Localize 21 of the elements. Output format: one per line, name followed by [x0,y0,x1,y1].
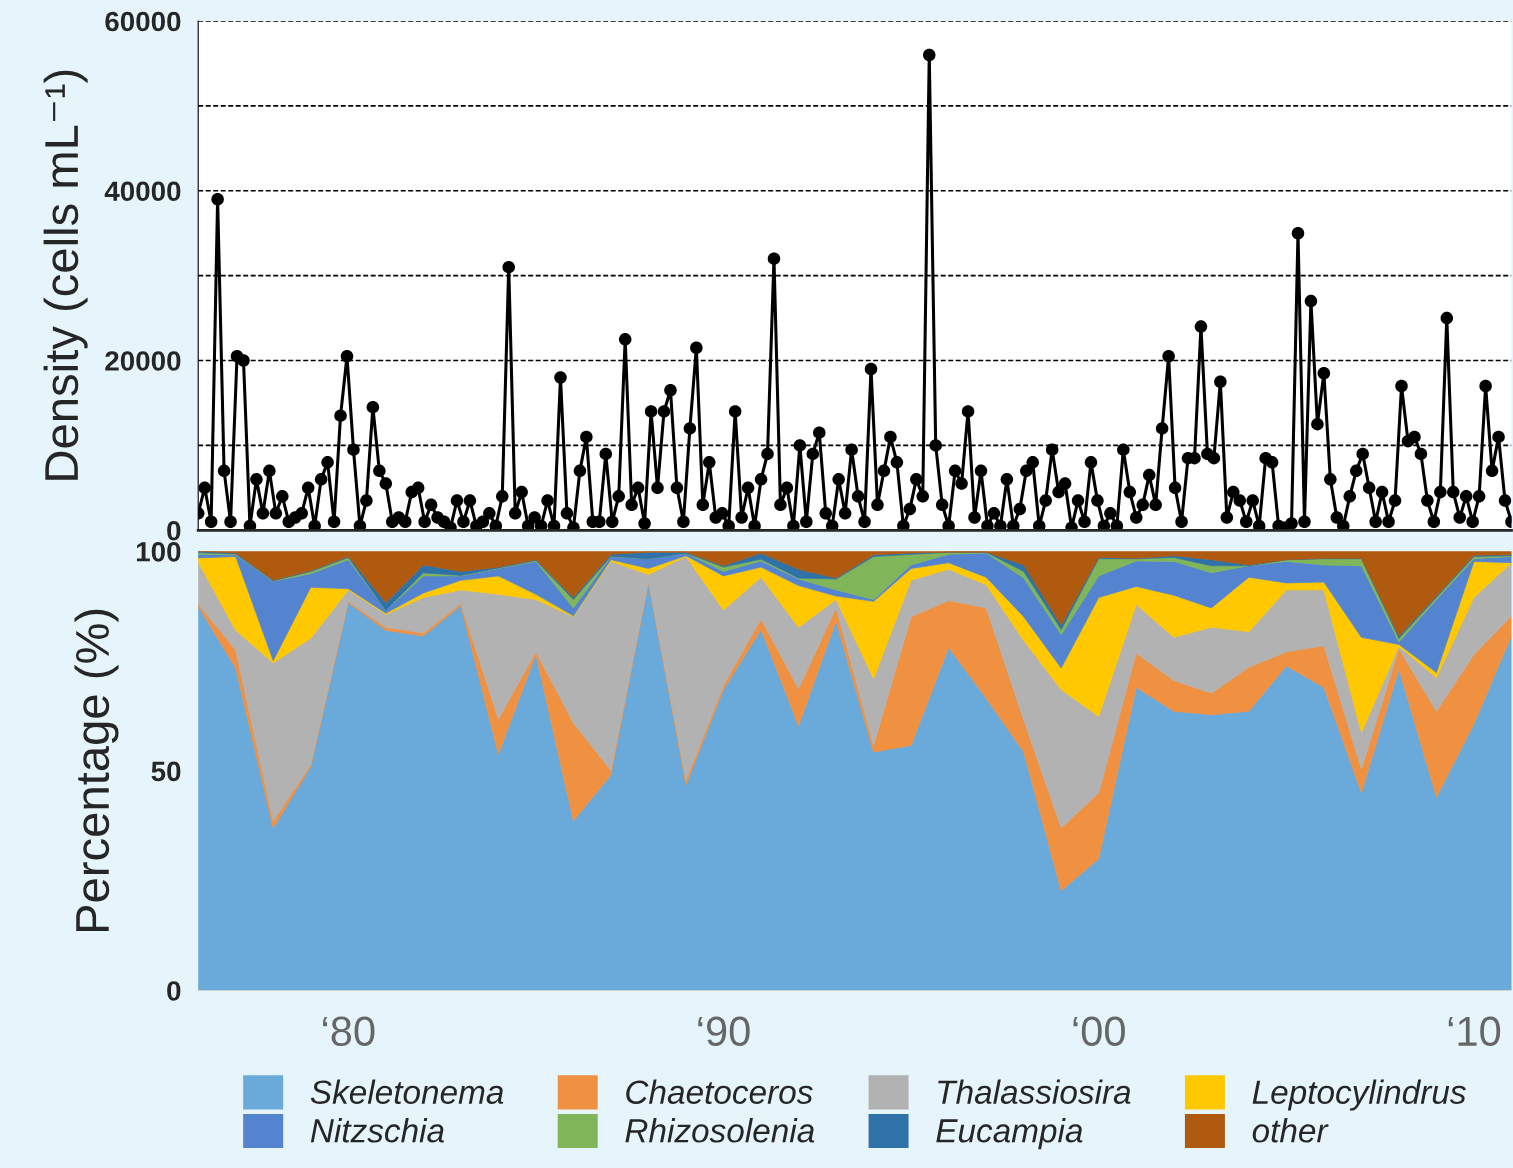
y-tick-label: 60000 [105,11,181,32]
y-tick-label: 50 [151,761,181,782]
legend-label: Eucampia [936,1118,1083,1150]
legend-label: Leptocylindrus [1252,1079,1466,1111]
x-tick-label: ‘00 [1073,1016,1125,1047]
y-tick-label: 20000 [105,351,181,371]
legend-label: Nitzschia [310,1118,444,1143]
x-tick-label: ‘10 [1448,1016,1501,1047]
y-tick-label: 100 [136,541,181,562]
y-tick-label: 0 [167,981,181,1001]
legend-label: Chaetoceros [626,1079,813,1105]
legend-label: Thalassiosira [938,1079,1131,1105]
y-axis-title: Percentage (%) [74,609,119,932]
legend-label: other [1252,1118,1329,1143]
legend-label: Skeletonema [310,1079,504,1105]
x-tick-label: ‘90 [698,1016,750,1047]
y-tick-label: 0 [167,520,181,541]
y-tick-label: 40000 [104,181,181,202]
y-axis-title: Density (cells mL⁻¹) [43,70,88,480]
x-tick-label: ‘80 [323,1016,375,1047]
legend-label: Rhizosolenia [625,1118,815,1143]
